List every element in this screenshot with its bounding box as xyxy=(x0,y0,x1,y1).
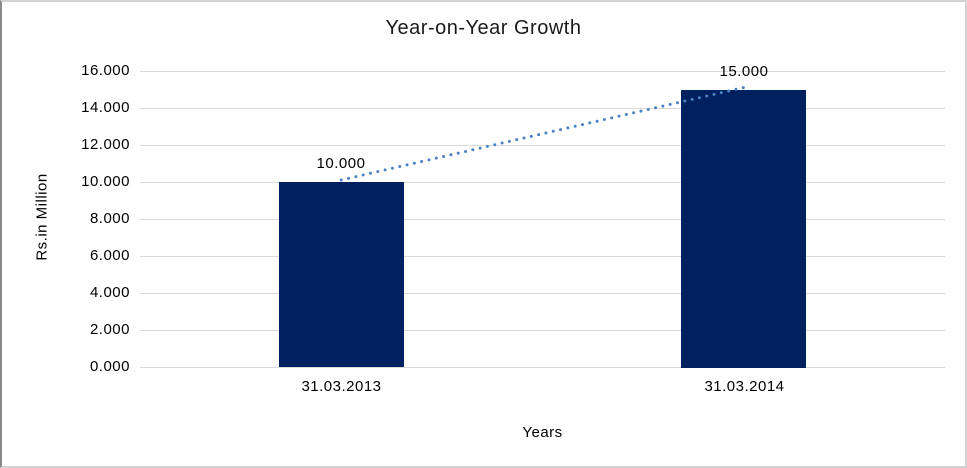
gridline xyxy=(140,293,945,294)
x-tick-label: 31.03.2013 xyxy=(301,378,382,395)
chart-title: Year-on-Year Growth xyxy=(385,17,582,39)
y-tick-label: 6.000 xyxy=(89,247,130,264)
y-tick-label: 8.000 xyxy=(89,210,130,227)
x-axis-tick-labels: 31.03.2013 31.03.2014 xyxy=(140,378,945,398)
gridline xyxy=(140,330,945,331)
y-tick-label: 16.000 xyxy=(81,62,130,79)
x-axis-line xyxy=(140,367,945,368)
trendline xyxy=(339,86,746,182)
gridline xyxy=(140,219,945,220)
gridline xyxy=(140,256,945,257)
plot-area: 10.000 15.000 xyxy=(140,63,945,368)
x-axis-title: Years xyxy=(522,424,563,441)
gridline xyxy=(140,108,945,109)
y-tick-label: 10.000 xyxy=(81,173,130,190)
gridline xyxy=(140,71,945,72)
y-tick-label: 0.000 xyxy=(89,358,130,375)
gridline xyxy=(140,182,945,183)
bar-31.03.2014 xyxy=(681,90,806,368)
y-tick-label: 12.000 xyxy=(81,136,130,153)
y-tick-label: 2.000 xyxy=(89,321,130,338)
gridline xyxy=(140,145,945,146)
x-tick-label: 31.03.2014 xyxy=(704,378,785,395)
bar-31.03.2013 xyxy=(279,182,404,367)
data-label: 15.000 xyxy=(719,63,769,80)
y-tick-label: 14.000 xyxy=(81,99,130,116)
data-label: 10.000 xyxy=(316,155,366,172)
y-tick-label: 4.000 xyxy=(89,284,130,301)
y-axis-tick-labels: 0.000 2.000 4.000 6.000 8.000 10.000 12.000 14.… xyxy=(2,62,130,375)
